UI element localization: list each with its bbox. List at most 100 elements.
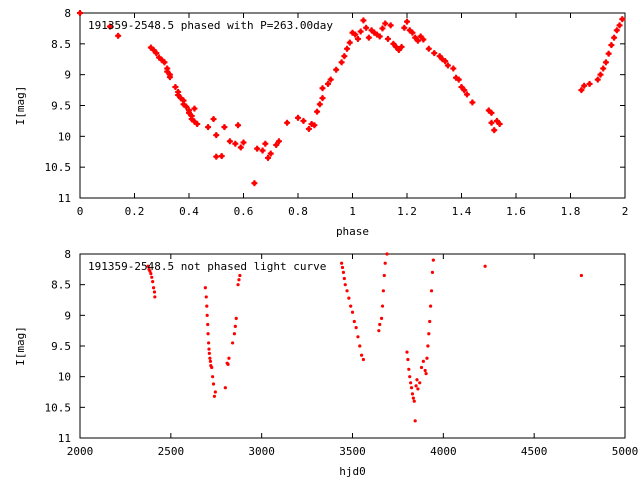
data-point — [237, 144, 244, 151]
y-axis-label: I[mag] — [14, 86, 27, 126]
data-point-dot — [464, 92, 470, 97]
data-point — [414, 37, 421, 44]
data-point-dot — [235, 123, 241, 128]
data-point — [581, 82, 588, 89]
x-tick-label: 2 — [622, 205, 629, 218]
data-point — [405, 350, 409, 354]
data-point — [354, 35, 361, 42]
data-point-dot — [415, 38, 421, 43]
data-point — [151, 280, 155, 284]
data-point — [316, 101, 323, 108]
data-point — [415, 378, 419, 382]
x-tick-label: 0.8 — [288, 205, 308, 218]
data-point — [194, 121, 201, 127]
data-point — [152, 290, 157, 294]
data-point — [319, 95, 326, 102]
x-tick-label: 1 — [349, 205, 356, 218]
data-point — [450, 65, 457, 72]
data-point-dot — [312, 123, 317, 128]
y-tick-label: 11 — [58, 432, 71, 445]
data-point-dot — [268, 151, 273, 156]
y-tick-label: 8 — [64, 7, 71, 20]
data-point — [210, 365, 214, 370]
data-point — [164, 65, 171, 72]
data-point — [619, 16, 626, 23]
data-point — [578, 87, 585, 94]
data-point-dot — [265, 155, 271, 161]
data-point — [411, 396, 415, 400]
data-point — [233, 324, 237, 328]
data-point — [149, 272, 153, 276]
data-point — [203, 286, 207, 290]
data-point — [380, 304, 385, 308]
data-point — [238, 273, 242, 278]
data-point — [226, 138, 233, 145]
data-point — [146, 264, 150, 268]
data-point-dot — [595, 77, 600, 82]
data-point-dot — [617, 23, 622, 28]
data-point — [407, 367, 411, 371]
data-point-dot — [342, 53, 347, 59]
data-point — [393, 43, 400, 50]
data-point — [346, 39, 353, 46]
phased-light-curve-panel: 0 0.2 0.4 0.6 0.8 1 1.2 1.4 1.6 1.8 2 8 8.5 9 9.5 10 10.… — [14, 7, 628, 238]
data-point — [458, 84, 465, 90]
x-tick-label: 2000 — [67, 445, 94, 458]
data-point — [387, 22, 394, 29]
data-point-dot — [421, 37, 426, 42]
x-tick-label: 0.2 — [125, 205, 145, 218]
data-point-dot — [254, 146, 260, 151]
data-point-dot — [306, 126, 312, 132]
data-point — [211, 375, 215, 379]
data-point — [404, 18, 410, 25]
data-point — [207, 351, 211, 355]
y-tick-label: 9 — [64, 69, 71, 82]
data-point-dot — [404, 19, 410, 24]
data-point — [418, 381, 422, 385]
data-point — [259, 147, 266, 154]
data-point-dot — [260, 148, 265, 153]
unphased-light-curve-panel: 2000 2500 3000 3500 4000 4500 5000 8 8.5 9 9.5 10 10… — [14, 248, 638, 478]
data-point — [344, 45, 351, 52]
y-axis-label: I[mag] — [14, 326, 27, 366]
y-tick-label: 8.5 — [51, 279, 71, 292]
data-point — [579, 273, 584, 278]
data-point-dot — [222, 124, 227, 130]
data-point-dot — [451, 66, 456, 71]
data-point-dot — [437, 53, 442, 59]
data-point — [412, 34, 419, 41]
data-point — [382, 20, 389, 27]
data-point-dot — [165, 66, 170, 71]
y-tick-label: 10 — [58, 130, 71, 143]
data-point — [221, 124, 228, 131]
data-point — [586, 80, 593, 87]
data-point-dot — [456, 77, 461, 82]
data-point — [597, 71, 604, 78]
data-point — [356, 335, 360, 339]
data-point — [613, 27, 620, 34]
data-point-dot — [363, 25, 369, 30]
data-point — [254, 145, 261, 152]
data-point — [410, 392, 415, 396]
data-point — [191, 105, 198, 112]
x-axis-label: hjd0 — [339, 465, 366, 478]
data-point — [236, 283, 240, 287]
data-point-dot — [383, 21, 388, 26]
chart-title: 191359-2548.5 not phased light curve — [88, 260, 326, 273]
data-point-dot — [214, 132, 219, 138]
data-point — [262, 140, 269, 147]
data-point — [594, 76, 601, 83]
data-point — [338, 59, 345, 66]
data-point — [213, 390, 217, 394]
data-point — [421, 359, 425, 363]
data-point — [605, 50, 612, 57]
data-point — [378, 322, 382, 327]
data-point-dot — [175, 89, 181, 95]
data-point — [232, 332, 237, 336]
data-point-dot — [418, 34, 423, 39]
data-point — [354, 326, 358, 330]
data-point-dot — [355, 36, 361, 42]
y-tick-label: 8 — [64, 248, 71, 261]
x-tick-label: 5000 — [612, 445, 639, 458]
data-point — [115, 32, 122, 39]
